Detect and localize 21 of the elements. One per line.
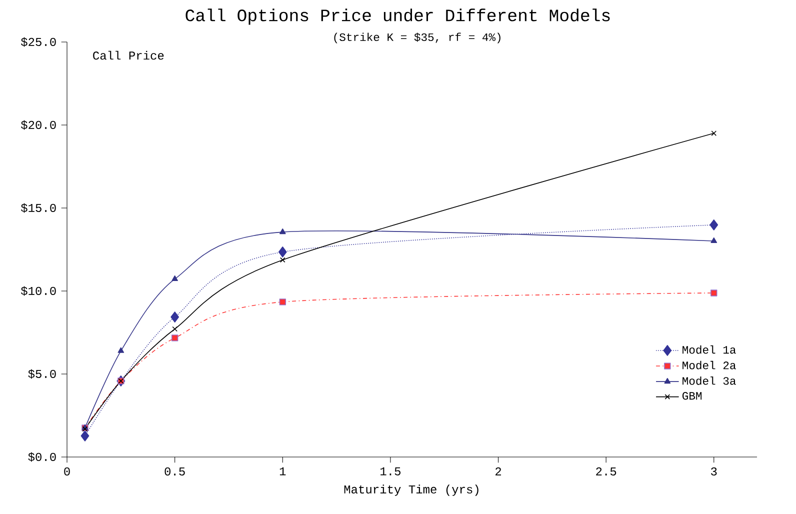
legend-label: Model 2a bbox=[682, 360, 736, 370]
x-tick-label: 1 bbox=[280, 467, 286, 476]
chart-title: Call Options Price under Different Models bbox=[186, 8, 610, 25]
x-tick-label: 2.5 bbox=[596, 467, 616, 476]
y-tick-label: $15.0 bbox=[20, 203, 56, 213]
legend-label: Model 1a bbox=[682, 345, 736, 354]
x-tick-label: 0.5 bbox=[164, 467, 185, 476]
y-tick-label: $10.0 bbox=[20, 286, 56, 296]
x-tick-label: 3 bbox=[711, 467, 717, 476]
x-tick-label: 1.5 bbox=[380, 467, 400, 476]
y-tick-label: $25.0 bbox=[20, 37, 56, 47]
y-axis-title: Call Price bbox=[93, 50, 164, 60]
legend-label: GBM bbox=[682, 392, 702, 400]
y-tick-label: $20.0 bbox=[20, 120, 56, 130]
legend-label: Model 3a bbox=[682, 376, 736, 385]
y-tick-label: $5.0 bbox=[28, 369, 56, 379]
chart-subtitle: (Strike K = $35, rf = 4%) bbox=[334, 32, 500, 44]
y-tick-label: $0.0 bbox=[28, 452, 56, 462]
x-axis-title: Maturity Time (yrs) bbox=[344, 484, 478, 496]
x-tick-label: 2 bbox=[495, 467, 502, 476]
x-tick-label: 0 bbox=[64, 467, 70, 476]
